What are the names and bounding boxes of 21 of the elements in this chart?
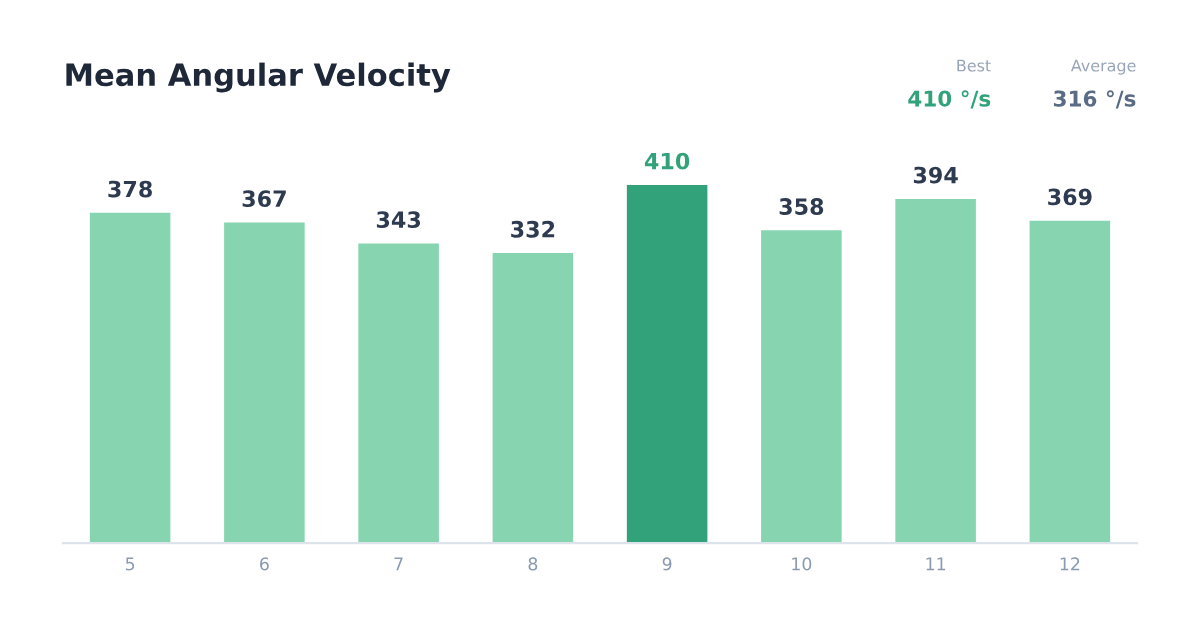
x-tick-label: 8 bbox=[528, 557, 538, 571]
data-label: 358 bbox=[779, 198, 824, 215]
chart-title: Mean Angular Velocity bbox=[66, 62, 451, 93]
data-label: 332 bbox=[511, 220, 555, 238]
data-label: 394 bbox=[913, 166, 958, 184]
x-tick-label: 7 bbox=[394, 557, 403, 571]
x-tick-label: 6 bbox=[260, 557, 269, 571]
x-tick-label: 5 bbox=[125, 557, 135, 571]
text: Best bbox=[957, 59, 991, 72]
x-tick-label: 11 bbox=[926, 557, 946, 571]
data-label: 369 bbox=[1048, 188, 1092, 206]
data-label: 378 bbox=[108, 180, 152, 198]
text: 316 °/s bbox=[1053, 90, 1136, 109]
data-label: 343 bbox=[376, 211, 421, 229]
x-tick-label: 12 bbox=[1060, 557, 1080, 571]
x-tick-label: 9 bbox=[662, 557, 672, 571]
text: Average bbox=[1070, 59, 1136, 75]
text: 410 °/s bbox=[908, 90, 991, 109]
x-tick-label: 10 bbox=[792, 557, 812, 571]
data-label: 367 bbox=[242, 190, 286, 208]
data-label: 410 bbox=[644, 152, 690, 170]
